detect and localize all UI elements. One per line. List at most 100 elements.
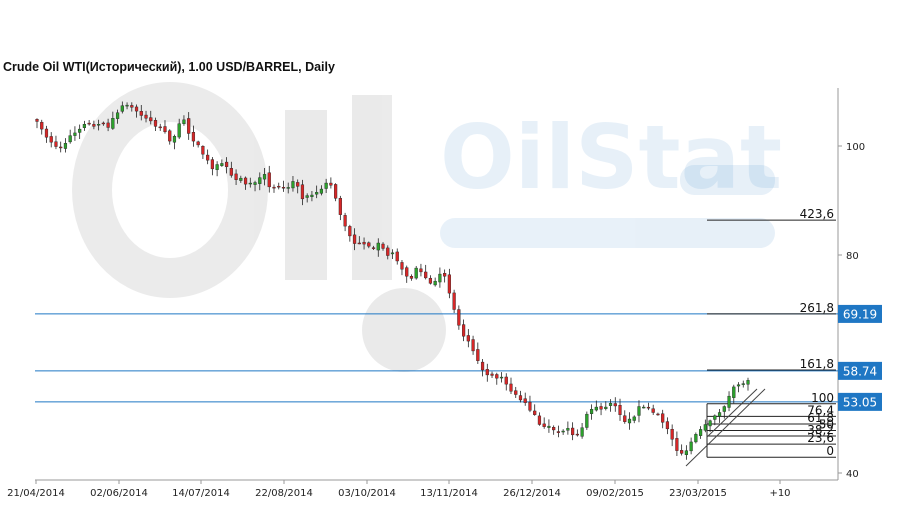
candle-body	[594, 406, 598, 411]
x-axis: 21/04/2014 02/06/2014 14/07/2014 22/08/2014…	[7, 480, 791, 499]
candle-body	[523, 398, 527, 403]
candle-body	[746, 380, 750, 385]
candle	[106, 118, 110, 132]
candle-body	[281, 186, 286, 189]
candle-body	[443, 273, 447, 277]
candle	[381, 242, 385, 251]
x-tick-label: 23/03/2015	[669, 488, 727, 499]
candle	[566, 421, 570, 435]
candle	[54, 135, 58, 150]
candle	[485, 363, 489, 382]
candle-body	[210, 159, 214, 170]
candle-body	[87, 122, 91, 125]
candle-body	[518, 395, 523, 401]
candle	[480, 358, 485, 377]
candle	[589, 404, 594, 420]
candle-body	[286, 187, 290, 189]
candle	[452, 289, 456, 314]
candle	[656, 412, 660, 416]
candle-body	[97, 123, 101, 126]
candle-body	[215, 164, 219, 170]
candle	[699, 426, 703, 439]
candle-body	[637, 406, 641, 416]
candle	[234, 169, 238, 185]
candle-body	[49, 136, 53, 143]
candle	[594, 400, 598, 412]
candle	[608, 399, 613, 412]
candle	[258, 172, 262, 191]
candle	[367, 241, 371, 249]
candle-body	[187, 118, 191, 134]
price-tag	[838, 392, 882, 411]
x-tick-label: 09/02/2015	[586, 488, 644, 499]
candle-body	[514, 390, 518, 395]
candle-body	[670, 429, 674, 440]
candle-body	[115, 112, 120, 119]
candle-body	[400, 262, 404, 270]
candle	[537, 412, 542, 426]
candle	[386, 245, 390, 260]
fib-level-label: 61,8	[807, 411, 834, 425]
candle-body	[699, 429, 703, 436]
candle	[414, 265, 418, 280]
candle	[727, 391, 731, 412]
candle-body	[101, 122, 105, 125]
candle-body	[623, 415, 627, 422]
candle	[73, 126, 77, 141]
candle-body	[589, 409, 594, 414]
candle-body	[177, 123, 181, 138]
candle	[552, 425, 556, 435]
candle-body	[495, 374, 499, 379]
candle-body	[471, 339, 475, 352]
candle-body	[675, 438, 679, 451]
candle-body	[248, 182, 252, 185]
candle	[708, 419, 712, 433]
candle	[101, 121, 105, 126]
candle-body	[310, 194, 314, 197]
candle-body	[125, 104, 129, 107]
candle-body	[419, 268, 423, 273]
candle-body	[466, 335, 470, 342]
fib-level-label: 76,4	[807, 403, 834, 417]
price-tag	[838, 361, 882, 380]
candle	[182, 115, 186, 126]
candle-body	[191, 132, 196, 142]
candle	[262, 167, 267, 186]
candle-body	[447, 274, 451, 294]
candle-body	[736, 384, 741, 387]
candle	[433, 277, 437, 287]
candle-body	[229, 168, 233, 176]
candle	[713, 414, 717, 426]
candle	[580, 422, 584, 439]
x-tick-label: 22/08/2014	[255, 488, 313, 499]
candle	[661, 409, 665, 429]
price-tag	[838, 304, 882, 323]
candle	[315, 185, 319, 199]
candle	[187, 112, 191, 140]
candle-body	[499, 376, 504, 379]
horizontal-levels	[35, 313, 838, 403]
candle-body	[585, 413, 589, 428]
candle-body	[722, 406, 726, 412]
candle	[732, 384, 736, 404]
candle	[210, 157, 214, 176]
candle-body	[509, 383, 513, 392]
candle	[125, 102, 129, 110]
candle	[68, 129, 72, 144]
candle	[665, 417, 670, 435]
candle	[528, 395, 532, 413]
candle	[329, 177, 333, 189]
candle	[409, 274, 414, 281]
candle	[352, 228, 357, 251]
candle	[134, 104, 139, 118]
candle	[253, 180, 257, 192]
candle	[490, 371, 494, 378]
candle-body	[528, 401, 532, 411]
watermark-text: OilStat	[440, 106, 782, 209]
candle-body	[438, 273, 442, 283]
candle-body	[201, 146, 205, 155]
candle-body	[476, 349, 480, 361]
candle-body	[452, 292, 456, 310]
candle	[319, 185, 323, 196]
